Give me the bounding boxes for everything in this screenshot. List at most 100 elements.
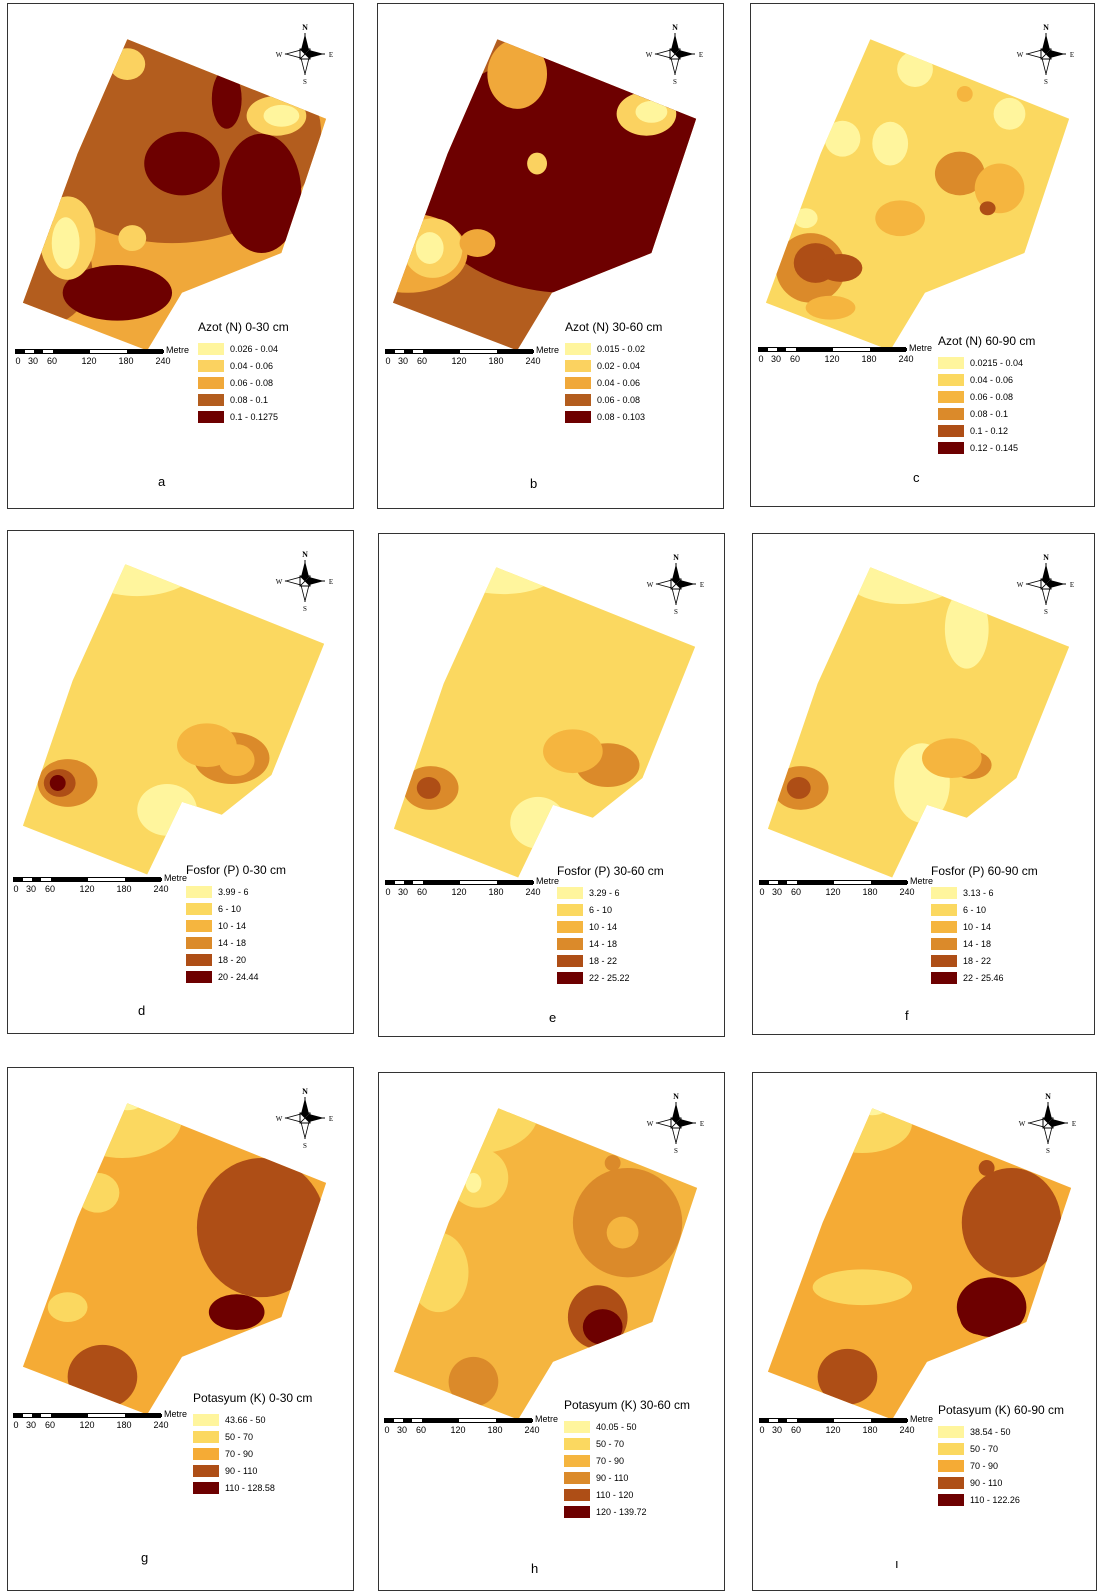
scale-segment — [871, 881, 908, 884]
north-letter: N — [302, 1087, 308, 1096]
zone — [961, 1167, 1062, 1278]
legend-title: Azot (N) 60-90 cm — [938, 334, 1036, 348]
zone — [109, 1103, 146, 1111]
zone — [818, 254, 863, 282]
map-panel-f: N S W E Metre 0 30 60 120 180 240 Fosfor (P) 60-90 … — [752, 533, 1095, 1035]
north-arrow-icon: N S W E — [645, 21, 705, 87]
legend: Azot (N) 0-30 cm 0.026 - 0.04 0.04 - 0.06 0… — [198, 320, 348, 425]
legend-item: 18 - 20 — [186, 951, 336, 968]
scale-tick: 30 — [770, 354, 782, 364]
scale-tick: 30 — [25, 884, 37, 894]
legend-item: 22 - 25.46 — [931, 969, 1081, 986]
east-letter: E — [1072, 1120, 1076, 1128]
zone — [62, 1103, 182, 1158]
legend-label: 90 - 110 — [596, 1472, 629, 1483]
scale-tick: 120 — [79, 1420, 95, 1430]
field-map — [765, 39, 1070, 351]
east-letter: E — [329, 1115, 333, 1123]
legend-label: 3.99 - 6 — [218, 886, 249, 897]
legend-swatch — [186, 936, 212, 949]
map-panel-ı: N S W E Metre 0 30 60 120 180 240 Potasyum (K) 60-9… — [752, 1072, 1097, 1591]
legend-item: 40.05 - 50 — [564, 1418, 714, 1435]
legend-item: 70 - 90 — [938, 1457, 1088, 1474]
legend: Potasyum (K) 0-30 cm 43.66 - 50 50 - 70 70 … — [193, 1391, 343, 1496]
scale-tick: 30 — [771, 887, 783, 897]
zone — [416, 777, 441, 799]
zone — [854, 1108, 891, 1116]
legend-label: 38.54 - 50 — [970, 1426, 1011, 1437]
legend: Potasyum (K) 60-90 cm 38.54 - 50 50 - 70 70… — [938, 1403, 1088, 1508]
legend-item: 38.54 - 50 — [938, 1423, 1088, 1440]
legend-item: 0.04 - 0.06 — [938, 371, 1088, 388]
west-letter: W — [647, 1120, 654, 1128]
legend-item: 10 - 14 — [186, 917, 336, 934]
scale-bar-graphic — [759, 1418, 908, 1423]
field-map — [392, 39, 697, 351]
legend-label: 90 - 110 — [970, 1477, 1003, 1488]
legend-label: 22 - 25.22 — [589, 972, 630, 983]
legend-swatch — [565, 376, 591, 389]
legend-label: 0.0215 - 0.04 — [970, 357, 1024, 368]
scale-tick: 0 — [758, 354, 764, 364]
scale-segment — [760, 1419, 769, 1422]
legend-swatch — [565, 342, 591, 355]
scale-tick: 180 — [116, 884, 132, 894]
scale-segment — [386, 881, 395, 884]
legend-item: 70 - 90 — [193, 1445, 343, 1462]
scale-ticks: 0 30 60 120 180 240 — [385, 356, 545, 368]
zone — [842, 567, 962, 605]
legend-label: 0.026 - 0.04 — [230, 343, 279, 354]
zone — [263, 104, 300, 127]
legend-swatch — [931, 886, 957, 899]
scale-segment — [125, 1414, 162, 1417]
scale-tick: 30 — [27, 356, 39, 366]
legend-swatch — [198, 376, 224, 389]
zone — [817, 1348, 878, 1405]
scale-bar-graphic — [13, 1413, 162, 1418]
zone — [786, 777, 811, 799]
legend-item: 6 - 10 — [186, 900, 336, 917]
legend-swatch — [938, 1493, 964, 1506]
zone — [77, 564, 197, 597]
legend-label: 0.02 - 0.04 — [597, 360, 641, 371]
legend-item: 22 - 25.22 — [557, 969, 707, 986]
legend-swatch — [938, 1476, 964, 1489]
zone — [196, 1157, 327, 1298]
legend-item: 0.04 - 0.06 — [565, 374, 715, 391]
north-arrow-icon: N S W E — [1018, 1090, 1078, 1156]
scale-segment — [32, 1414, 41, 1417]
legend-swatch — [557, 920, 583, 933]
zone — [62, 264, 173, 321]
panel-letter: g — [141, 1550, 149, 1565]
scale-tick: 240 — [525, 356, 541, 366]
scale-segment — [759, 348, 768, 351]
legend-label: 18 - 22 — [963, 955, 992, 966]
north-arrow-icon: N S W E — [275, 548, 335, 614]
legend-item: 14 - 18 — [557, 935, 707, 952]
scale-bar: Metre 0 30 60 120 180 240 — [15, 345, 205, 373]
north-letter: N — [302, 550, 308, 559]
legend-label: 0.04 - 0.06 — [970, 374, 1014, 385]
legend-item: 0.02 - 0.04 — [565, 357, 715, 374]
scale-tick: 120 — [825, 1425, 841, 1435]
scale-segment — [127, 350, 164, 353]
scale-segment — [16, 350, 25, 353]
legend-label: 18 - 20 — [218, 954, 247, 965]
scale-bar-graphic — [15, 349, 164, 354]
zone — [177, 723, 237, 768]
panel-letter: e — [549, 1010, 557, 1025]
zone — [448, 1356, 499, 1407]
legend-label: 0.1 - 0.1275 — [230, 411, 279, 422]
legend-swatch — [557, 937, 583, 950]
legend-label: 6 - 10 — [589, 904, 613, 915]
zone — [974, 163, 1025, 214]
scale-segment — [760, 881, 769, 884]
scale-tick: 180 — [118, 356, 134, 366]
scale-tick: 120 — [450, 1425, 466, 1435]
scale-tick: 180 — [488, 887, 504, 897]
zone — [408, 1232, 469, 1313]
panel-letter: b — [530, 476, 538, 491]
scale-segment — [385, 1419, 394, 1422]
legend-swatch — [565, 359, 591, 372]
scale-tick: 240 — [899, 1425, 915, 1435]
